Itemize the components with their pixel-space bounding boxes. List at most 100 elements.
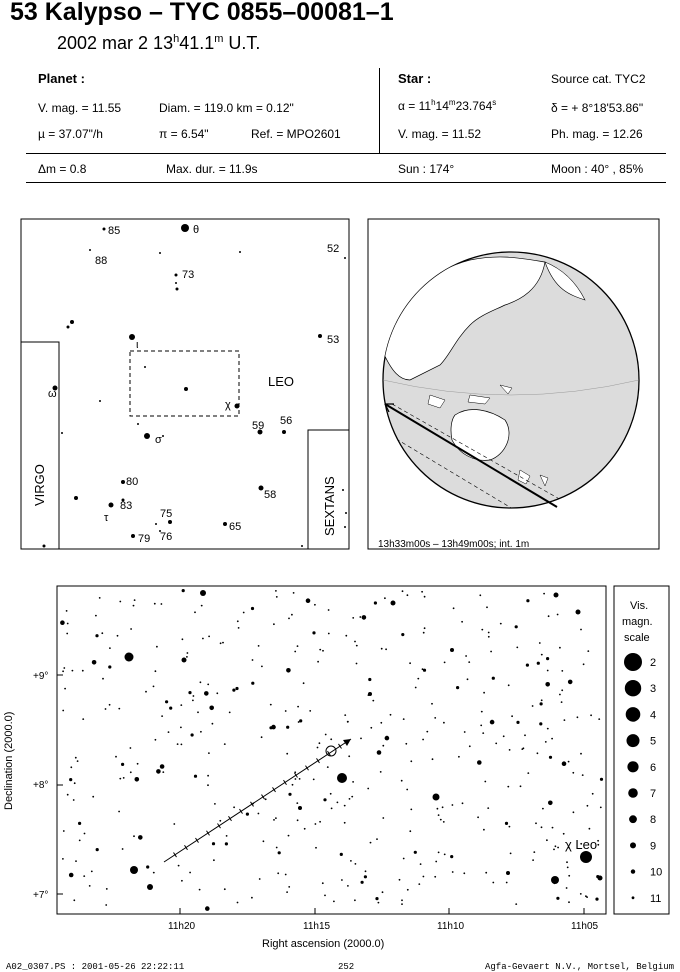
field-star xyxy=(75,860,77,862)
field-star xyxy=(434,875,437,878)
field-star xyxy=(436,807,439,810)
finder-star-label: 58 xyxy=(264,489,276,501)
field-star xyxy=(63,667,66,669)
path-tick xyxy=(294,772,298,778)
field-star xyxy=(511,715,513,718)
field-star xyxy=(341,879,343,881)
field-star xyxy=(576,716,579,719)
field-star xyxy=(273,623,275,626)
finder-star-label: 59 xyxy=(252,420,264,432)
finder-star xyxy=(168,520,172,524)
xtick-11h20: 11h20 xyxy=(168,921,196,932)
field-star xyxy=(251,681,255,685)
field-star xyxy=(568,874,571,877)
field-star xyxy=(431,702,433,705)
field-star xyxy=(327,609,330,611)
field-star xyxy=(90,870,93,873)
moon-info: Moon : 40° , 85% xyxy=(551,162,644,176)
field-star xyxy=(322,649,324,652)
finder-star-label: σ xyxy=(155,434,162,446)
field-star xyxy=(275,590,277,592)
field-star xyxy=(538,642,541,644)
field-star xyxy=(83,875,86,877)
field-star xyxy=(409,662,411,665)
field-star xyxy=(360,737,362,740)
field-star xyxy=(495,742,498,745)
field-star xyxy=(181,638,184,641)
field-star xyxy=(162,771,165,773)
field-star xyxy=(66,622,69,625)
field-star xyxy=(326,766,329,768)
finder-star xyxy=(159,530,161,532)
field-star xyxy=(232,688,236,692)
field-star xyxy=(597,843,600,846)
field-star xyxy=(286,725,290,729)
target-star-marker xyxy=(325,745,337,757)
field-star xyxy=(379,771,382,773)
field-star xyxy=(484,780,487,783)
field-star xyxy=(81,669,84,672)
field-star xyxy=(173,823,176,825)
field-star xyxy=(487,631,490,634)
field-star xyxy=(95,848,99,852)
finder-star xyxy=(344,257,346,259)
field-star xyxy=(590,714,592,717)
field-star xyxy=(193,774,198,778)
ra-sec: 23.764 xyxy=(455,99,493,113)
finder-star-label: ω xyxy=(48,388,57,400)
finder-star xyxy=(258,485,264,491)
field-star xyxy=(461,802,464,805)
field-star xyxy=(257,812,260,815)
field-star xyxy=(105,888,108,890)
ra-m: m xyxy=(448,98,456,107)
shadow-limit-south xyxy=(391,403,571,506)
field-star xyxy=(138,835,143,840)
field-star xyxy=(202,637,204,640)
field-star xyxy=(83,832,86,835)
field-star xyxy=(108,665,112,669)
field-star xyxy=(504,821,509,826)
field-star xyxy=(62,858,64,860)
field-star xyxy=(435,860,438,863)
field-star xyxy=(581,774,584,776)
finder-labels: 85 θ 88 73 52 ι 53 ω χ 59 56 σ 80 58 τ 83 75 65 79 76 xyxy=(48,224,339,545)
field-star xyxy=(559,646,561,649)
field-star xyxy=(406,788,409,791)
finder-star-label: θ xyxy=(193,224,199,236)
field-star xyxy=(363,875,367,879)
finder-star-label: 53 xyxy=(327,334,339,346)
field-star xyxy=(262,840,265,843)
field-star xyxy=(169,706,173,710)
star-heading: Star : xyxy=(398,71,432,86)
field-star xyxy=(189,871,192,874)
field-star xyxy=(65,610,68,612)
field-star xyxy=(73,782,76,785)
field-star xyxy=(251,896,253,899)
field-star xyxy=(146,865,150,869)
field-star xyxy=(367,787,370,790)
finder-star-label: τ xyxy=(104,512,109,524)
field-star xyxy=(291,613,293,616)
field-star xyxy=(347,885,349,887)
datetime-min: 41.1 xyxy=(179,33,215,53)
field-star xyxy=(567,760,570,763)
field-star xyxy=(181,879,183,882)
field-star-bright xyxy=(432,793,440,801)
table-divider xyxy=(26,153,666,154)
field-star xyxy=(73,899,76,902)
field-star xyxy=(71,669,74,672)
field-star xyxy=(579,893,582,895)
field-star xyxy=(64,687,66,690)
field-star xyxy=(251,659,254,661)
field-star xyxy=(70,766,73,769)
field-star xyxy=(305,598,311,603)
finder-star xyxy=(89,249,91,251)
field-star xyxy=(72,799,75,801)
field-star xyxy=(207,784,209,787)
field-star xyxy=(599,777,604,781)
field-star xyxy=(351,795,354,798)
path-tick xyxy=(327,750,331,757)
field-star xyxy=(465,655,467,657)
footer-file: A02_0307.PS : 2001-05-26 22:22:11 xyxy=(6,962,185,972)
